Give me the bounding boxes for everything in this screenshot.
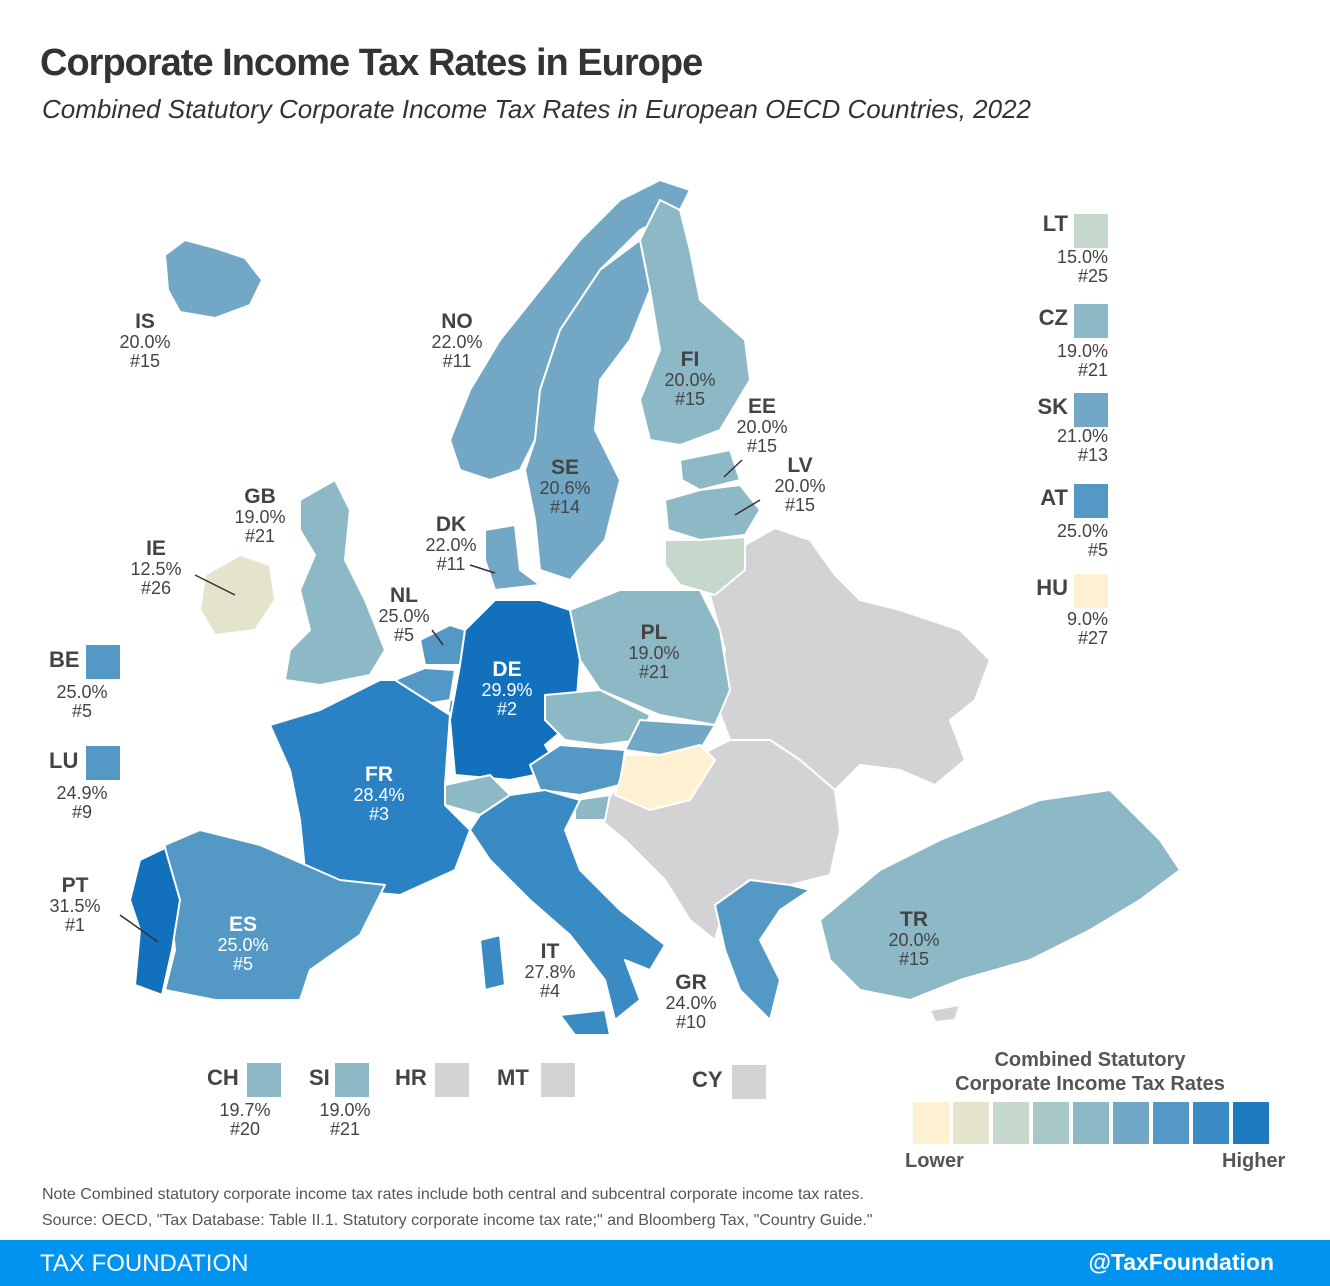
footer-bar: TAX FOUNDATION @TaxFoundation — [0, 1240, 1330, 1286]
label-pt: PT 31.5% #1 — [49, 874, 101, 935]
callout-si: SI 19.0% #21 — [309, 1063, 371, 1139]
country-pl — [569, 589, 731, 726]
callout-be: BE 25.0% #5 — [42, 645, 122, 721]
page-subtitle: Combined Statutory Corporate Income Tax … — [42, 94, 1032, 124]
page-title: Corporate Income Tax Rates in Europe — [40, 42, 703, 84]
label-dk: DK 22.0% #11 — [425, 513, 477, 574]
footer-brand: TAX FOUNDATION — [40, 1250, 249, 1277]
label-gr: GR 24.0% #10 — [665, 971, 717, 1032]
callout-mt: MT — [497, 1063, 577, 1097]
legend-swatch-7 — [1153, 1102, 1189, 1144]
country-it-sicily — [559, 1009, 611, 1036]
label-fr: FR 28.4% #3 — [353, 763, 405, 824]
legend-higher: Higher — [1222, 1150, 1286, 1172]
footer-handle: @TaxFoundation — [1088, 1249, 1274, 1275]
callout-sk: SK 21.0% #13 — [1037, 393, 1108, 465]
label-tr: TR 20.0% #15 — [888, 908, 940, 969]
callout-hr: HR — [395, 1063, 475, 1097]
country-gr — [714, 879, 811, 1021]
country-es — [164, 829, 386, 1001]
label-de: DE 29.9% #2 — [481, 658, 533, 719]
country-is — [164, 239, 263, 319]
callout-hu: HU 9.0% #27 — [1036, 574, 1108, 648]
callout-ch: CH 19.7% #20 — [205, 1063, 285, 1139]
callout-at: AT 25.0% #5 — [1040, 484, 1108, 560]
notes: Note Combined statutory corporate income… — [42, 1182, 873, 1234]
callout-lt: LT 15.0% #25 — [1042, 211, 1108, 286]
country-ie — [199, 554, 276, 636]
legend-swatch-4 — [1033, 1102, 1069, 1144]
country-si — [574, 794, 611, 821]
country-fi — [639, 199, 751, 446]
callout-cy: CY — [690, 1065, 770, 1099]
label-fi: FI 20.0% #15 — [664, 348, 716, 409]
legend-swatch-3 — [993, 1102, 1029, 1144]
leader-lines — [119, 459, 761, 943]
label-ie: IE 12.5% #26 — [130, 537, 182, 598]
label-ee: EE 20.0% #15 — [736, 395, 788, 456]
country-dk — [484, 524, 541, 591]
country-se — [524, 239, 651, 581]
country-it — [469, 789, 666, 1021]
legend-scale — [913, 1102, 1269, 1144]
country-ee — [679, 449, 741, 491]
country-tr — [819, 789, 1181, 1001]
label-se: SE 20.6% #14 — [539, 456, 591, 517]
label-lv: LV 20.0% #15 — [774, 454, 826, 515]
country-it-sardinia — [479, 934, 506, 991]
note-text: Note Combined statutory corporate income… — [42, 1186, 864, 1203]
source-text: Source: OECD, "Tax Database: Table II.1.… — [42, 1212, 873, 1229]
callout-cz: CZ 19.0% #21 — [1038, 304, 1108, 380]
label-es: ES 25.0% #5 — [217, 913, 269, 974]
country-lt — [664, 536, 746, 596]
label-no: NO 22.0% #11 — [431, 310, 483, 371]
legend-swatch-8 — [1193, 1102, 1229, 1144]
label-nl: NL 25.0% #5 — [378, 584, 430, 645]
legend-swatch-2 — [953, 1102, 989, 1144]
country-pt — [129, 847, 181, 996]
label-it: IT 27.8% #4 — [524, 940, 576, 1001]
legend-swatch-1 — [913, 1102, 949, 1144]
label-is: IS 20.0% #15 — [119, 310, 171, 371]
country-cy — [929, 1004, 961, 1023]
legend-lower: Lower — [905, 1150, 964, 1172]
country-lv — [664, 484, 761, 541]
legend-swatch-5 — [1073, 1102, 1109, 1144]
country-gb — [284, 479, 386, 686]
country-cz — [544, 689, 651, 746]
callout-lu: LU 24.9% #9 — [42, 746, 122, 822]
label-pl: PL 19.0% #21 — [628, 621, 680, 682]
label-gb: GB 19.0% #21 — [234, 485, 286, 546]
legend-title: Combined Statutory Corporate Income Tax R… — [955, 1049, 1225, 1095]
legend-swatch-6 — [1113, 1102, 1149, 1144]
legend-swatch-9 — [1233, 1102, 1269, 1144]
europe-map — [119, 179, 1181, 1036]
country-hu — [614, 744, 716, 811]
